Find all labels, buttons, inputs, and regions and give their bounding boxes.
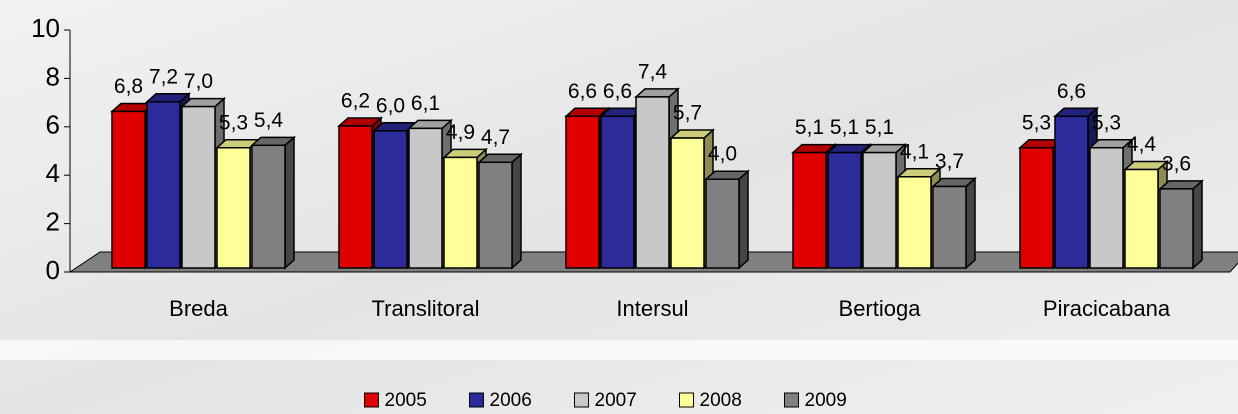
y-tick-label: 4	[46, 158, 60, 188]
legend-label: 2006	[490, 390, 532, 411]
value-label: 3,7	[935, 150, 964, 173]
value-label: 5,3	[219, 111, 248, 134]
bar	[443, 156, 478, 269]
bar	[600, 115, 635, 269]
x-tick-label: Bertioga	[839, 296, 922, 321]
bar	[932, 185, 967, 269]
value-label: 7,2	[149, 65, 178, 88]
bar	[111, 110, 146, 269]
bar	[862, 151, 897, 269]
bar-side	[284, 135, 295, 270]
legend-swatch	[574, 392, 589, 408]
bar	[1089, 146, 1124, 269]
x-tick-label: Breda	[169, 296, 228, 321]
x-tick-label: Intersul	[616, 296, 688, 321]
legend-label: 2007	[595, 390, 637, 411]
legend-swatch	[679, 392, 694, 408]
value-label: 7,4	[638, 60, 668, 83]
bar-side	[1192, 179, 1203, 270]
legend-swatch	[784, 392, 799, 408]
value-label: 5,1	[830, 116, 859, 139]
y-tick-label: 6	[46, 110, 60, 140]
value-label: 5,3	[1092, 111, 1121, 134]
y-tick-label: 10	[31, 13, 60, 43]
y-tick-label: 0	[46, 255, 60, 285]
bar	[181, 105, 216, 269]
legend-swatch	[364, 392, 379, 408]
value-label: 4,9	[446, 121, 475, 144]
y-tick-label: 8	[46, 61, 60, 91]
bar	[792, 151, 827, 269]
bar	[146, 101, 181, 269]
bar	[338, 125, 373, 269]
value-label: 3,6	[1162, 152, 1191, 175]
legend-label: 2008	[700, 390, 742, 411]
value-label: 6,2	[341, 90, 370, 113]
value-label: 5,1	[795, 116, 824, 139]
bar	[408, 127, 443, 269]
value-label: 6,8	[114, 75, 143, 98]
value-label: 6,6	[603, 80, 632, 103]
bar	[1159, 188, 1194, 269]
value-label: 4,7	[481, 126, 510, 149]
legend-label: 2005	[385, 390, 427, 411]
bar	[1124, 168, 1159, 269]
value-label: 7,0	[184, 70, 213, 93]
bar	[478, 161, 513, 269]
bar	[705, 178, 740, 269]
bar	[670, 137, 705, 269]
y-tick-label: 2	[46, 206, 60, 236]
bar	[565, 115, 600, 269]
bar-side	[511, 152, 522, 270]
value-label: 4,4	[1127, 133, 1157, 156]
value-label: 6,6	[568, 80, 597, 103]
legend-swatch	[469, 392, 484, 408]
value-label: 5,1	[865, 116, 894, 139]
value-label: 6,6	[1057, 80, 1086, 103]
bar	[216, 146, 251, 269]
bar-side	[738, 169, 749, 270]
bar	[827, 151, 862, 269]
value-label: 5,4	[254, 109, 284, 132]
bar	[373, 130, 408, 269]
background-band	[0, 340, 1238, 360]
bar-side	[965, 176, 976, 270]
value-label: 4,0	[708, 143, 737, 166]
x-tick-label: Piracicabana	[1043, 296, 1171, 321]
bar	[1054, 115, 1089, 269]
value-label: 6,0	[376, 94, 405, 117]
legend-label: 2009	[805, 390, 847, 411]
bar	[1019, 146, 1054, 269]
bar	[897, 176, 932, 269]
bar	[251, 144, 286, 269]
value-label: 6,1	[411, 92, 440, 115]
value-label: 4,1	[900, 140, 929, 163]
bar	[635, 96, 670, 269]
value-label: 5,3	[1022, 111, 1051, 134]
value-label: 5,7	[673, 102, 702, 125]
x-tick-label: Translitoral	[372, 296, 480, 321]
